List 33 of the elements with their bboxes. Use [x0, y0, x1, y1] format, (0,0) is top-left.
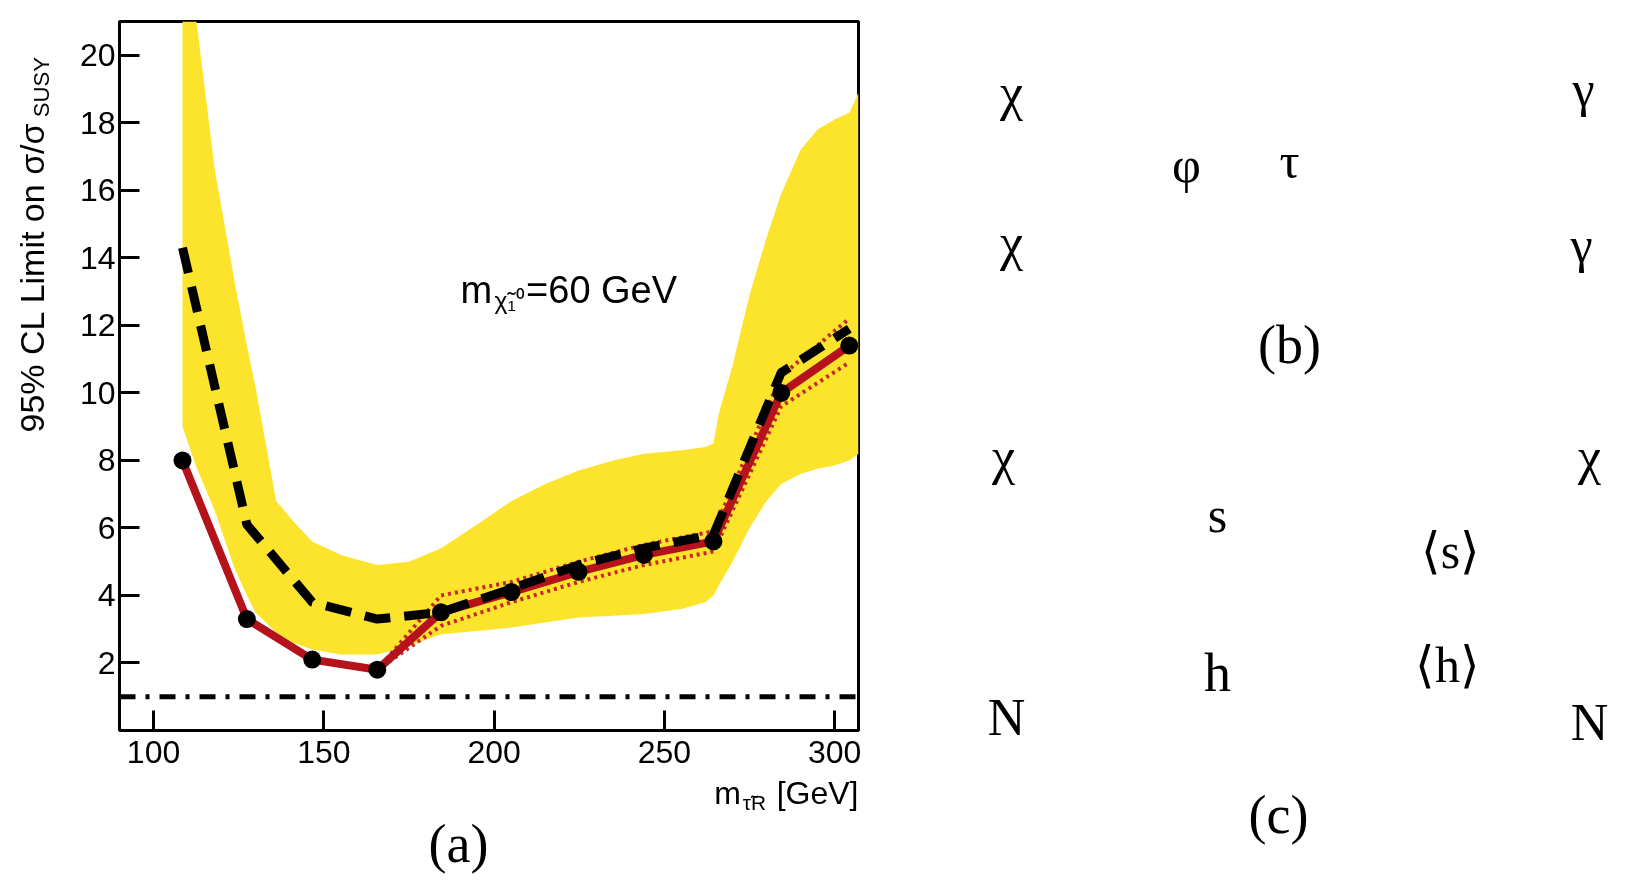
y-tick-label: 20 [79, 37, 116, 74]
text: ⟨h⟩ [1415, 636, 1480, 693]
text: N [987, 689, 1026, 746]
text: N [1570, 694, 1609, 751]
text: ⟨s⟩ [1420, 522, 1481, 579]
text: γ [1571, 60, 1595, 117]
text: χ [1576, 428, 1602, 485]
y-tick-label: 10 [79, 374, 116, 411]
y-tick-label: 4 [97, 577, 116, 614]
text: (b) [1258, 314, 1321, 375]
y-tick-label: 12 [79, 307, 116, 344]
y-tick-label: 8 [97, 442, 116, 479]
text: χ [998, 64, 1024, 121]
text: χ [990, 428, 1016, 485]
y-tick-label: 18 [79, 104, 116, 141]
x-tick-label: 150 [297, 733, 351, 770]
text: (c) [1248, 784, 1309, 845]
x-tick-label: 250 [637, 733, 692, 770]
text: h [1204, 642, 1231, 703]
y-tick-label: 14 [79, 239, 116, 276]
x-tick-label: 100 [126, 733, 181, 770]
y-tick-label: 6 [97, 509, 116, 546]
text: (a) [428, 813, 489, 874]
y-tick-label: 2 [97, 644, 116, 681]
text: γ [1569, 216, 1593, 273]
y-axis-title: 95% CL Limit on σ/σSUSY [12, 56, 55, 433]
text: τ [1279, 132, 1300, 189]
x-tick-label: 200 [467, 733, 521, 770]
text: φ [1172, 136, 1201, 193]
x-tick-label: 300 [807, 733, 862, 770]
text: s [1207, 486, 1228, 543]
y-tick-label: 16 [79, 172, 116, 209]
text: χ [998, 214, 1024, 271]
